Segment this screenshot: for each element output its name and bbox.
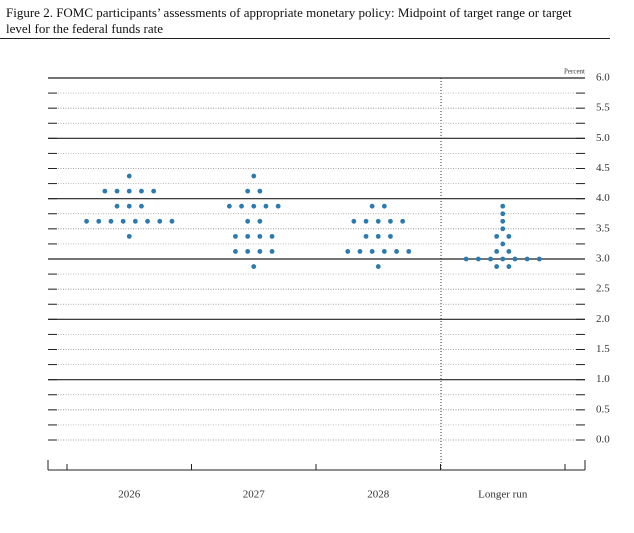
dot bbox=[369, 203, 375, 209]
x-tick-label: Longer run bbox=[478, 489, 528, 501]
dot bbox=[126, 188, 132, 194]
dot bbox=[345, 249, 351, 254]
y-tick-label: 4.5 bbox=[596, 162, 610, 174]
dot bbox=[494, 264, 500, 269]
dot bbox=[120, 218, 126, 224]
dot bbox=[245, 249, 251, 254]
dot bbox=[536, 256, 542, 262]
x-tick-label: 2027 bbox=[243, 489, 266, 501]
dot bbox=[114, 203, 120, 209]
dot bbox=[126, 173, 132, 179]
dot bbox=[381, 249, 387, 254]
dot bbox=[233, 249, 238, 254]
y-tick-label: 0.5 bbox=[596, 403, 610, 415]
dot bbox=[388, 218, 393, 224]
dot bbox=[251, 173, 257, 179]
dot bbox=[102, 188, 108, 194]
dot bbox=[400, 218, 406, 224]
dot bbox=[500, 241, 506, 247]
dot bbox=[500, 226, 506, 232]
dot bbox=[257, 188, 263, 194]
dot bbox=[406, 249, 412, 254]
y-tick-label: 4.0 bbox=[596, 192, 610, 204]
dot bbox=[169, 218, 175, 224]
dot bbox=[500, 256, 506, 262]
dot bbox=[245, 188, 251, 194]
dot bbox=[375, 233, 381, 239]
chart-title: Figure 2. FOMC participants’ assessments… bbox=[6, 5, 572, 36]
y-unit-label: Percent bbox=[564, 68, 585, 76]
dot bbox=[363, 218, 369, 224]
dot bbox=[494, 249, 500, 254]
dot bbox=[257, 218, 263, 224]
dot bbox=[257, 233, 263, 239]
dot bbox=[394, 249, 399, 254]
dot bbox=[506, 264, 512, 269]
dot bbox=[245, 233, 251, 239]
dot bbox=[506, 249, 512, 254]
dot bbox=[251, 264, 257, 269]
dot bbox=[363, 233, 369, 239]
dot bbox=[512, 256, 518, 262]
dot bbox=[369, 249, 375, 254]
dot bbox=[126, 233, 132, 239]
dot bbox=[126, 203, 132, 209]
dot bbox=[269, 233, 275, 239]
dot bbox=[114, 188, 120, 194]
dot bbox=[251, 203, 257, 209]
y-tick-label: 5.0 bbox=[596, 132, 610, 144]
dot bbox=[388, 233, 393, 239]
y-tick-label: 3.5 bbox=[596, 222, 610, 234]
dot bbox=[245, 218, 251, 224]
dot bbox=[257, 249, 263, 254]
dot bbox=[226, 203, 232, 209]
y-tick-label: 5.5 bbox=[596, 102, 610, 114]
dot bbox=[96, 218, 102, 224]
y-tick-label: 1.5 bbox=[596, 343, 610, 355]
dot bbox=[375, 264, 381, 269]
dot bbox=[275, 203, 281, 209]
y-tick-label: 6.0 bbox=[596, 72, 610, 84]
dot bbox=[357, 249, 363, 254]
dot bbox=[475, 256, 481, 262]
y-tick-label: 3.0 bbox=[596, 253, 610, 265]
dot bbox=[463, 256, 469, 262]
dot bbox=[524, 256, 530, 262]
dot bbox=[139, 203, 144, 209]
dot bbox=[375, 218, 381, 224]
dot bbox=[132, 218, 138, 224]
dot bbox=[157, 218, 163, 224]
dot bbox=[145, 218, 150, 224]
title-rule bbox=[0, 38, 610, 39]
dot bbox=[381, 203, 387, 209]
x-tick-label: 2028 bbox=[367, 489, 390, 501]
dot bbox=[139, 188, 144, 194]
y-tick-label: 2.0 bbox=[596, 313, 610, 325]
dot bbox=[263, 203, 269, 209]
dot bbox=[506, 233, 512, 239]
dot bbox=[151, 188, 157, 194]
dot bbox=[500, 211, 506, 217]
y-tick-label: 0.0 bbox=[596, 434, 610, 446]
dot bbox=[84, 218, 89, 224]
dot bbox=[500, 203, 506, 209]
y-tick-label: 2.5 bbox=[596, 283, 610, 295]
y-tick-label: 1.0 bbox=[596, 373, 610, 385]
dot bbox=[494, 233, 500, 239]
dot bbox=[108, 218, 114, 224]
dot bbox=[500, 218, 506, 224]
dot bbox=[239, 203, 244, 209]
x-tick-label: 2026 bbox=[118, 489, 141, 501]
dot bbox=[233, 233, 238, 239]
dot bbox=[488, 256, 493, 262]
dot bbox=[269, 249, 275, 254]
dot bbox=[351, 218, 357, 224]
